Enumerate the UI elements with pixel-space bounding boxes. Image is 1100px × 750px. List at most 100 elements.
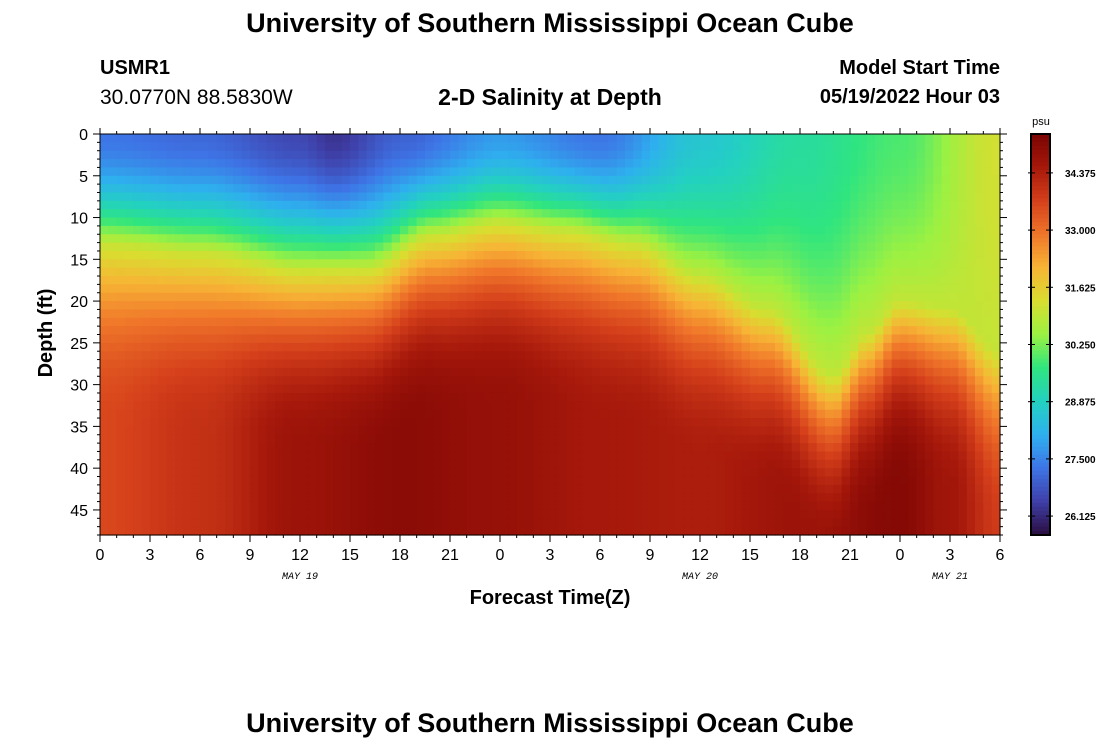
heatmap-cell bbox=[133, 443, 143, 453]
heatmap-cell bbox=[483, 468, 493, 478]
heatmap-cell bbox=[316, 418, 326, 427]
heatmap-cell bbox=[133, 200, 143, 210]
heatmap-cell bbox=[191, 301, 201, 311]
heatmap-cell bbox=[633, 200, 643, 210]
heatmap-cell bbox=[208, 200, 218, 210]
heatmap-cell bbox=[875, 167, 884, 177]
heatmap-cell bbox=[675, 384, 684, 394]
heatmap-cell bbox=[200, 175, 209, 185]
heatmap-cell bbox=[691, 476, 701, 486]
heatmap-cell bbox=[283, 342, 293, 352]
heatmap-cell bbox=[475, 175, 484, 185]
heatmap-cell bbox=[850, 334, 859, 344]
heatmap-cell bbox=[891, 434, 901, 444]
heatmap-cell bbox=[200, 159, 209, 169]
heatmap-cell bbox=[475, 518, 484, 528]
heatmap-cell bbox=[291, 518, 301, 528]
heatmap-cell bbox=[291, 526, 301, 536]
heatmap-cell bbox=[341, 209, 351, 219]
heatmap-cell bbox=[575, 167, 584, 177]
heatmap-cell bbox=[266, 217, 276, 227]
heatmap-cell bbox=[166, 468, 176, 478]
heatmap-cell bbox=[400, 200, 409, 210]
heatmap-cell bbox=[641, 359, 651, 369]
heatmap-cell bbox=[216, 326, 226, 336]
heatmap-cell bbox=[425, 451, 434, 461]
heatmap-cell bbox=[225, 276, 234, 285]
heatmap-cell bbox=[783, 159, 793, 169]
heatmap-cell bbox=[516, 518, 526, 528]
heatmap-cell bbox=[833, 418, 843, 427]
heatmap-cell bbox=[350, 150, 359, 160]
heatmap-cell bbox=[691, 326, 701, 336]
heatmap-cell bbox=[441, 284, 451, 294]
heatmap-cell bbox=[741, 468, 751, 478]
heatmap-cell bbox=[366, 209, 376, 219]
heatmap-cell bbox=[391, 242, 401, 252]
heatmap-cell bbox=[291, 484, 301, 494]
heatmap-cell bbox=[950, 359, 959, 369]
heatmap-cell bbox=[900, 392, 909, 402]
heatmap-cell bbox=[825, 167, 834, 177]
heatmap-cell bbox=[741, 334, 751, 344]
heatmap-cell bbox=[425, 175, 434, 185]
heatmap-cell bbox=[158, 426, 168, 436]
heatmap-cell bbox=[366, 334, 376, 344]
heatmap-cell bbox=[183, 292, 193, 302]
heatmap-cell bbox=[216, 184, 226, 194]
heatmap-cell bbox=[733, 234, 743, 244]
heatmap-cell bbox=[241, 351, 251, 361]
heatmap-cell bbox=[366, 250, 376, 260]
heatmap-cell bbox=[583, 409, 593, 419]
heatmap-cell bbox=[666, 292, 676, 302]
heatmap-cell bbox=[466, 209, 476, 219]
heatmap-cell bbox=[250, 493, 259, 503]
heatmap-cell bbox=[541, 409, 551, 419]
heatmap-cell bbox=[708, 150, 718, 160]
heatmap-cell bbox=[700, 134, 709, 143]
heatmap-cell bbox=[941, 209, 951, 219]
heatmap-cell bbox=[758, 384, 768, 394]
heatmap-cell bbox=[716, 334, 726, 344]
heatmap-cell bbox=[791, 292, 801, 302]
heatmap-cell bbox=[225, 476, 234, 486]
heatmap-cell bbox=[383, 526, 393, 536]
heatmap-cell bbox=[958, 134, 968, 143]
heatmap-cell bbox=[350, 367, 359, 377]
heatmap-cell bbox=[500, 175, 509, 185]
heatmap-cell bbox=[341, 284, 351, 294]
heatmap-cell bbox=[166, 392, 176, 402]
heatmap-cell bbox=[458, 376, 468, 386]
heatmap-cell bbox=[150, 443, 159, 453]
heatmap-cell bbox=[466, 134, 476, 143]
heatmap-cell bbox=[816, 276, 826, 285]
heatmap-cell bbox=[525, 142, 534, 152]
heatmap-cell bbox=[441, 276, 451, 285]
heatmap-cell bbox=[741, 184, 751, 194]
heatmap-cell bbox=[450, 443, 459, 453]
heatmap-cell bbox=[816, 493, 826, 503]
heatmap-cell bbox=[958, 409, 968, 419]
heatmap-cell bbox=[616, 468, 626, 478]
heatmap-cell bbox=[833, 234, 843, 244]
heatmap-cell bbox=[741, 342, 751, 352]
heatmap-cell bbox=[600, 200, 609, 210]
heatmap-cell bbox=[350, 384, 359, 394]
heatmap-cell bbox=[791, 392, 801, 402]
heatmap-cell bbox=[725, 284, 734, 294]
heatmap-cell bbox=[383, 159, 393, 169]
heatmap-cell bbox=[883, 342, 893, 352]
heatmap-cell bbox=[466, 276, 476, 285]
heatmap-cell bbox=[783, 184, 793, 194]
heatmap-cell bbox=[600, 284, 609, 294]
heatmap-cell bbox=[833, 384, 843, 394]
heatmap-cell bbox=[308, 175, 318, 185]
heatmap-cell bbox=[883, 167, 893, 177]
heatmap-cell bbox=[116, 309, 126, 319]
heatmap-cell bbox=[625, 501, 634, 511]
heatmap-cell bbox=[416, 209, 426, 219]
heatmap-cell bbox=[958, 309, 968, 319]
heatmap-cell bbox=[675, 142, 684, 152]
heatmap-cell bbox=[808, 409, 818, 419]
heatmap-cell bbox=[266, 484, 276, 494]
